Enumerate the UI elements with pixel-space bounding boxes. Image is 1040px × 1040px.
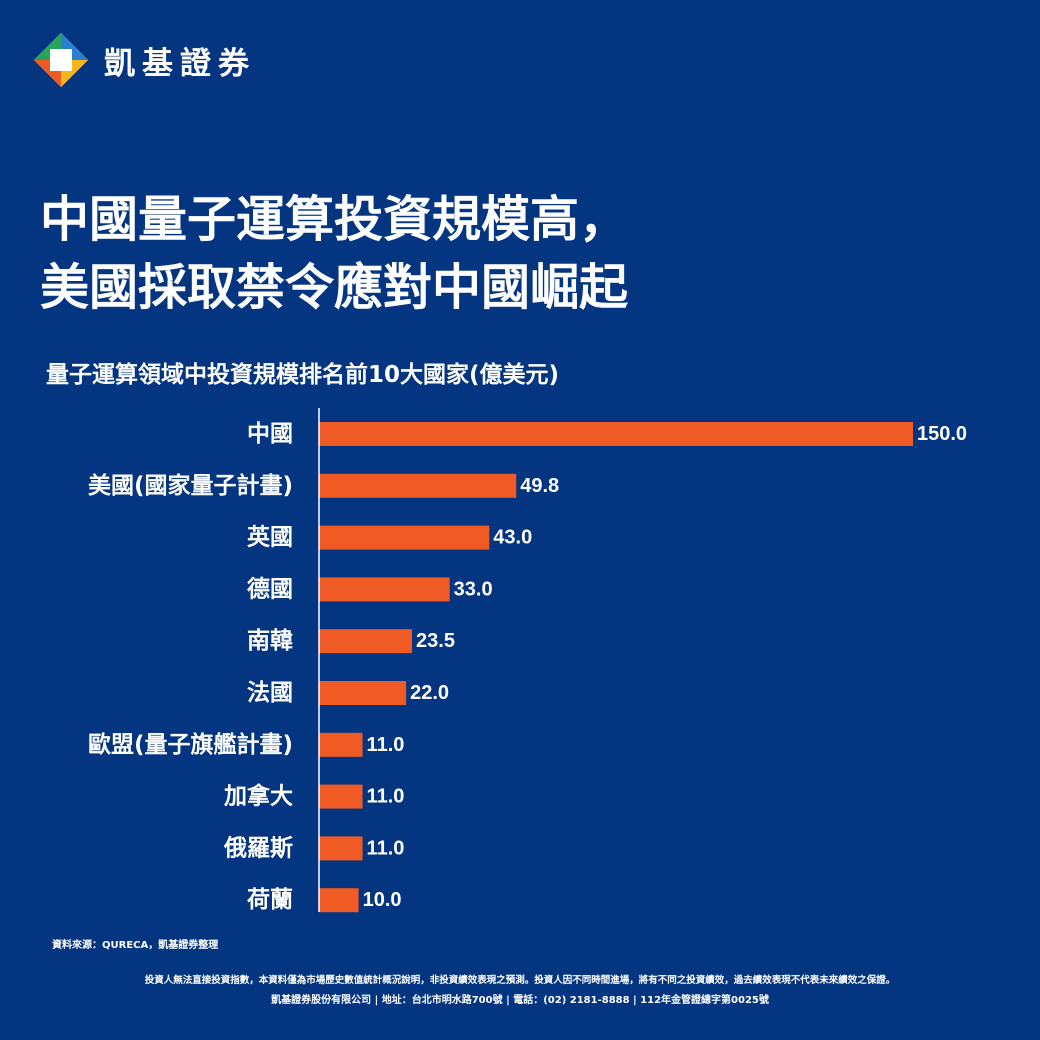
data-label: 10.0 <box>363 889 402 911</box>
data-label: 22.0 <box>410 682 449 704</box>
bar <box>319 888 359 913</box>
data-label: 11.0 <box>367 786 405 808</box>
source-note: 資料來源：QURECA，凱基證券整理 <box>52 940 219 951</box>
category-label: 英國 <box>247 524 293 551</box>
category-label: 荷蘭 <box>247 887 293 913</box>
company-info: 凱基證券股份有限公司 | 地址：台北市明水路700號 | 電話：(02) 218… <box>271 995 769 1006</box>
category-label: 法國 <box>247 680 293 706</box>
data-label: 43.0 <box>493 527 532 549</box>
data-label: 33.0 <box>454 578 493 600</box>
bar <box>319 525 490 550</box>
headline-line-2: 美國採取禁令應對中國崛起 <box>40 259 629 316</box>
category-label: 中國 <box>247 421 293 447</box>
bar <box>319 836 363 861</box>
category-label: 美國(國家量子計畫) <box>88 472 293 499</box>
data-label: 23.5 <box>416 630 455 652</box>
brand-logo-icon <box>34 33 88 87</box>
category-label: 歐盟(量子旗艦計畫) <box>88 731 293 758</box>
bar <box>319 473 517 498</box>
category-label: 德國 <box>247 575 293 602</box>
bar <box>319 629 413 654</box>
disclaimer: 投資人無法直接投資指數，本資料僅為市場歷史數值統計概況說明，非投資績效表現之預測… <box>144 975 896 986</box>
data-label: 11.0 <box>367 734 405 756</box>
bar <box>319 422 913 446</box>
headline-line-1: 中國量子運算投資規模高， <box>40 191 629 248</box>
category-label: 俄羅斯 <box>223 834 293 861</box>
headline: 中國量子運算投資規模高， 美國採取禁令應對中國崛起 <box>40 186 628 322</box>
chart-title: 量子運算領域中投資規模排名前10大國家(億美元) <box>46 362 560 388</box>
brand-name: 凱基證券 <box>104 46 256 82</box>
category-label: 南韓 <box>247 627 293 654</box>
bar <box>319 577 450 602</box>
bar <box>319 732 363 757</box>
data-label: 11.0 <box>367 837 405 859</box>
data-label: 49.8 <box>520 475 559 497</box>
bar <box>319 681 407 705</box>
category-label: 加拿大 <box>223 783 293 810</box>
bar-chart: 中國 150.0 美國(國家量子計畫) 49.8 英國 43.0 德國 33.0 南韓 23.5 法… <box>88 408 967 913</box>
bar <box>319 784 363 809</box>
data-label: 150.0 <box>917 423 967 445</box>
